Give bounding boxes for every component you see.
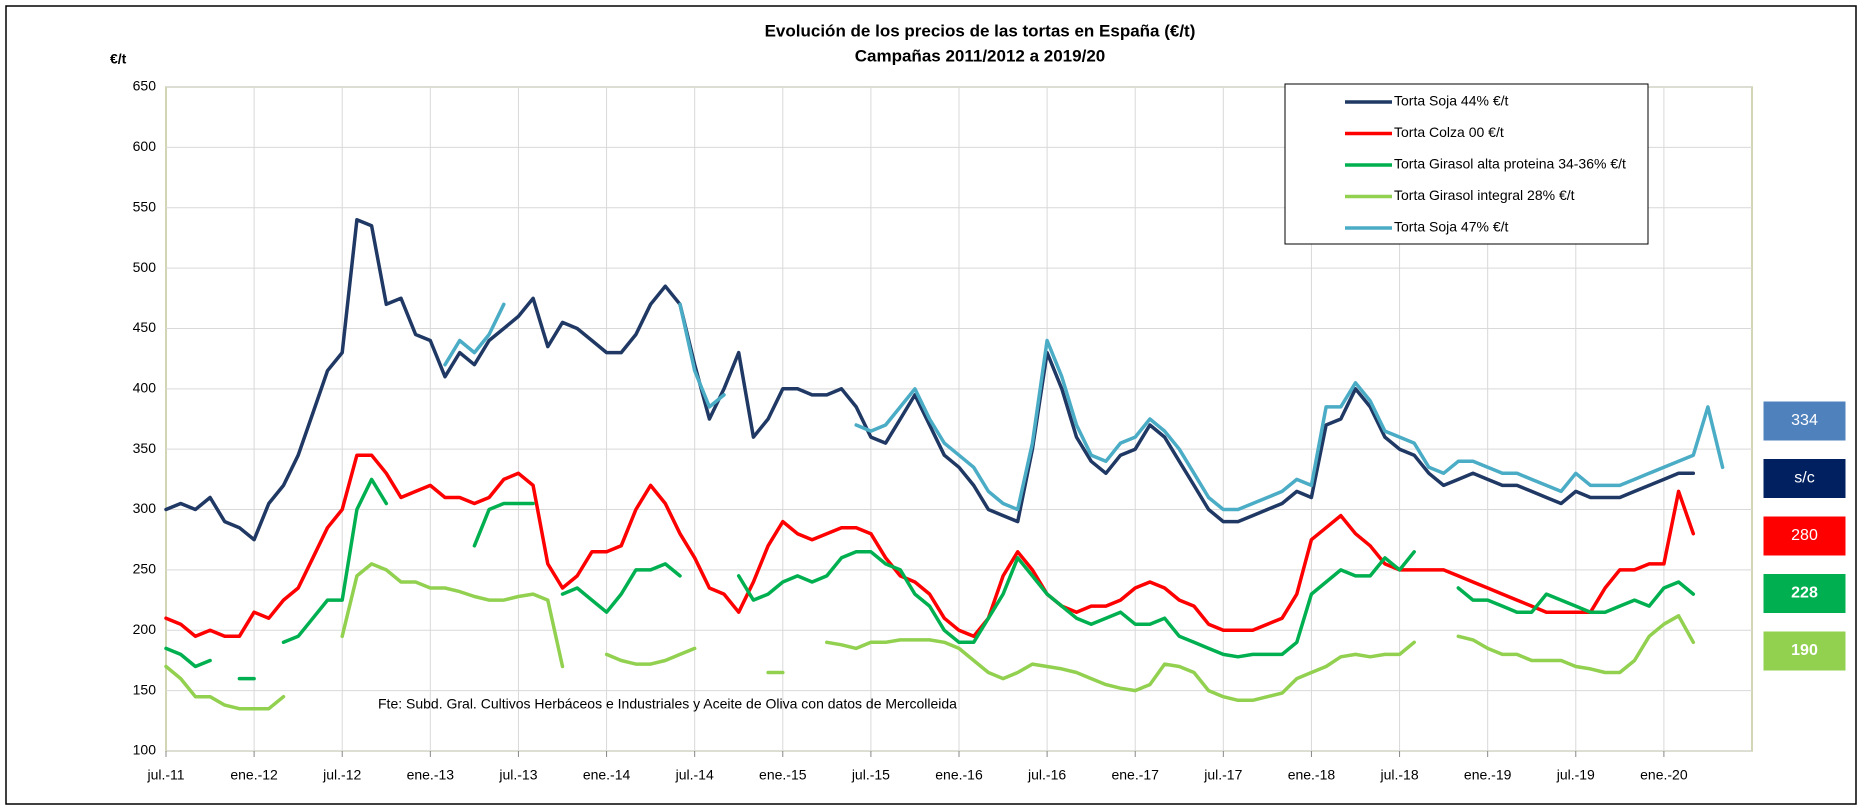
side-label-box	[1762, 400, 1847, 442]
x-tick-label: ene.-12	[230, 767, 278, 783]
legend-label: Torta Soja 47% €/t	[1394, 219, 1509, 235]
x-tick-label: ene.-17	[1111, 767, 1159, 783]
legend-label: Torta Girasol integral 28% €/t	[1394, 187, 1575, 203]
series-line	[164, 562, 1696, 711]
x-tick-label: ene.-18	[1288, 767, 1336, 783]
series-line	[443, 302, 1725, 512]
y-axis-label: €/t	[110, 51, 127, 67]
legend-label: Torta Girasol alta proteina 34-36% €/t	[1394, 156, 1626, 172]
side-label-box	[1762, 573, 1847, 614]
side-label: 190	[1791, 642, 1818, 659]
series-line	[164, 477, 1696, 681]
side-label: 334	[1791, 412, 1818, 429]
x-tick-label: ene.-13	[407, 767, 455, 783]
legend-label: Torta Soja 44% €/t	[1394, 93, 1509, 109]
x-tick-label: jul.-15	[851, 767, 890, 783]
source-note: Fte: Subd. Gral. Cultivos Herbáceos e In…	[378, 696, 957, 712]
x-tick-label: ene.-15	[759, 767, 807, 783]
chart-subtitle: Campañas 2011/2012 a 2019/20	[855, 46, 1105, 65]
side-label: 228	[1791, 585, 1818, 602]
y-tick-label: 600	[133, 138, 157, 154]
x-tick-label: ene.-14	[583, 767, 631, 783]
x-tick-label: jul.-17	[1203, 767, 1242, 783]
x-tick-label: ene.-20	[1640, 767, 1688, 783]
x-tick-label: jul.-11	[146, 767, 184, 783]
y-tick-label: 300	[133, 500, 157, 516]
side-label-box	[1762, 458, 1847, 499]
series-line	[164, 453, 1696, 639]
side-label-box	[1762, 630, 1847, 672]
y-tick-label: 500	[133, 259, 157, 275]
x-tick-label: jul.-19	[1556, 767, 1595, 783]
x-tick-label: jul.-18	[1379, 767, 1418, 783]
y-tick-label: 650	[133, 78, 157, 94]
x-tick-label: jul.-12	[322, 767, 361, 783]
legend-label: Torta Colza 00 €/t	[1394, 124, 1504, 140]
side-label: s/c	[1794, 470, 1814, 487]
side-label: 280	[1791, 527, 1818, 544]
y-tick-label: 100	[133, 742, 157, 758]
side-label-box	[1762, 515, 1847, 557]
y-tick-label: 550	[133, 198, 157, 214]
y-tick-label: 450	[133, 319, 157, 335]
y-tick-label: 150	[133, 681, 157, 697]
y-tick-label: 350	[133, 440, 157, 456]
x-tick-label: jul.-13	[498, 767, 537, 783]
chart-title: Evolución de los precios de las tortas e…	[765, 21, 1196, 40]
x-tick-label: ene.-19	[1464, 767, 1512, 783]
x-tick-label: jul.-14	[675, 767, 714, 783]
y-tick-label: 250	[133, 561, 157, 577]
series-line	[164, 218, 1696, 542]
y-tick-label: 200	[133, 621, 157, 637]
x-tick-label: ene.-16	[935, 767, 983, 783]
y-tick-label: 400	[133, 380, 157, 396]
x-tick-label: jul.-16	[1027, 767, 1066, 783]
